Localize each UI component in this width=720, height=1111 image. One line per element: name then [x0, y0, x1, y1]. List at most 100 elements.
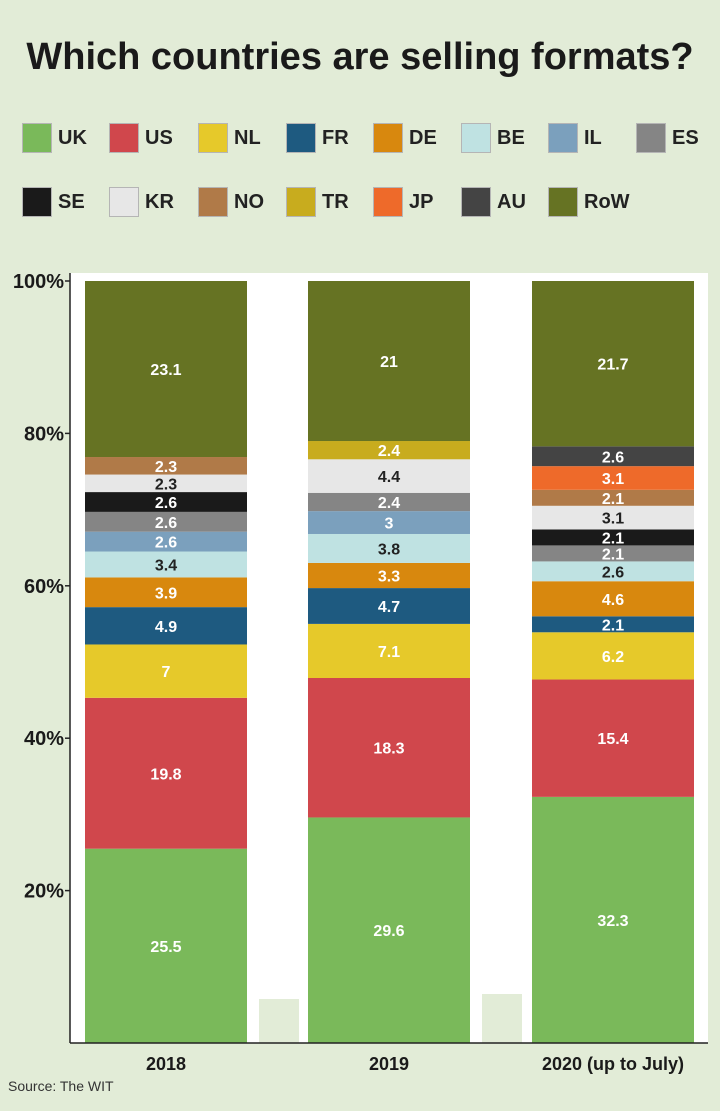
data-label: 3.4 — [155, 557, 177, 574]
legend: UK US NL FR DE BE IL ES SE KR NO TR JP AU RoW — [0, 0, 720, 240]
bar-segment-kr — [532, 505, 694, 530]
bar-segment-fr — [308, 588, 470, 624]
bar-segment-nl — [532, 632, 694, 680]
bar-segment-kr — [308, 459, 470, 493]
bar-segment-us — [532, 679, 694, 797]
data-label: 2.3 — [155, 476, 177, 493]
data-label: 7.1 — [378, 644, 400, 661]
data-label: 3.8 — [378, 541, 400, 558]
legend-label: SE — [58, 191, 85, 213]
data-label: 4.7 — [378, 599, 400, 616]
data-label: 2.6 — [155, 535, 177, 552]
data-label: 3.3 — [378, 569, 400, 586]
legend-swatch — [286, 123, 316, 153]
data-label: 32.3 — [597, 913, 628, 930]
chart-title: Which countries are selling formats? — [26, 36, 694, 78]
legend-swatch — [109, 123, 139, 153]
gap-stub — [482, 994, 522, 1043]
legend-swatch — [373, 123, 403, 153]
legend-swatch — [109, 187, 139, 217]
data-label: 21 — [380, 354, 398, 371]
bar-segment-us — [308, 678, 470, 818]
data-label: 4.4 — [378, 469, 400, 486]
legend-label: ES — [672, 127, 699, 149]
bar-segment-no — [85, 457, 247, 475]
data-label: 3.9 — [155, 585, 177, 602]
bar-segment-tr — [308, 441, 470, 460]
data-label: 6.2 — [602, 649, 624, 666]
data-label: 2.3 — [155, 459, 177, 476]
bar-segment-be — [532, 561, 694, 582]
legend-swatch — [286, 187, 316, 217]
data-label: 29.6 — [373, 923, 404, 940]
bar-segment-uk — [85, 848, 247, 1043]
gap-stub — [259, 999, 299, 1043]
legend-label: RoW — [584, 191, 630, 213]
legend-label: JP — [409, 191, 434, 213]
bar-segment-uk — [308, 817, 470, 1043]
data-label: 2.4 — [378, 495, 400, 512]
legend-swatch — [461, 123, 491, 153]
bar-segment-de — [532, 581, 694, 617]
data-label: 23.1 — [150, 362, 181, 379]
legend-swatch — [636, 123, 666, 153]
data-label: 2.1 — [602, 491, 624, 508]
legend-swatch — [198, 123, 228, 153]
data-label: 2.6 — [155, 495, 177, 512]
bar-segment-il — [85, 531, 247, 552]
bar-segment-es — [532, 545, 694, 562]
data-label: 3.1 — [602, 471, 624, 488]
x-tick-label: 2018 — [146, 1054, 186, 1074]
legend-swatch — [373, 187, 403, 217]
data-label: 25.5 — [150, 939, 181, 956]
legend-label: KR — [145, 191, 174, 213]
bar-segment-fr — [532, 616, 694, 633]
data-label: 2.6 — [602, 564, 624, 581]
bar-segment-de — [85, 577, 247, 608]
legend-label: TR — [322, 191, 349, 213]
bar-segment-de — [308, 562, 470, 589]
data-label: 2.1 — [602, 546, 624, 563]
legend-label: DE — [409, 127, 437, 149]
bar-segment-se — [532, 529, 694, 546]
legend-swatch — [548, 123, 578, 153]
legend-label: NO — [234, 191, 264, 213]
legend-label: BE — [497, 127, 525, 149]
bar-segment-uk — [532, 796, 694, 1043]
legend-swatch — [22, 123, 52, 153]
x-tick-label: 2020 (up to July) — [542, 1054, 684, 1074]
bar-segment-no — [532, 489, 694, 506]
bar-segment-nl — [308, 623, 470, 679]
data-label: 15.4 — [597, 731, 628, 748]
x-tick-label: 2019 — [369, 1054, 409, 1074]
legend-label: US — [145, 127, 173, 149]
bar-segment-nl — [85, 644, 247, 698]
bar-segment-jp — [532, 466, 694, 490]
bar-segment-row — [308, 281, 470, 442]
bar-segment-be — [308, 533, 470, 563]
data-label: 7 — [162, 664, 171, 681]
y-tick-label: 80% — [24, 423, 64, 445]
data-label: 3 — [385, 516, 394, 533]
bar-segment-kr — [85, 474, 247, 493]
y-tick-label: 40% — [24, 728, 64, 750]
data-label: 19.8 — [150, 766, 181, 783]
data-label: 4.9 — [155, 619, 177, 636]
bar-segment-il — [308, 511, 470, 534]
y-tick-label: 60% — [24, 576, 64, 598]
bar-segment-us — [85, 697, 247, 849]
data-label: 4.6 — [602, 592, 624, 609]
legend-swatch — [198, 187, 228, 217]
data-label: 2.4 — [378, 443, 400, 460]
bar-segment-es — [308, 492, 470, 512]
data-label: 18.3 — [373, 741, 404, 758]
y-tick-label: 100% — [13, 271, 64, 293]
bar-segment-fr — [85, 607, 247, 645]
legend-swatch — [22, 187, 52, 217]
legend-label: FR — [322, 127, 349, 149]
legend-label: NL — [234, 127, 261, 149]
data-label: 2.6 — [155, 515, 177, 532]
bar-segment-be — [85, 551, 247, 578]
data-label: 21.7 — [597, 357, 628, 374]
